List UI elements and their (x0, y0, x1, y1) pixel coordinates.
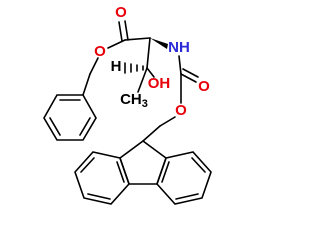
atom-label: O (115, 4, 127, 21)
bond (107, 39, 126, 49)
atom-label: O (198, 78, 210, 95)
atom-label: CH (120, 91, 142, 108)
bond (80, 157, 95, 173)
atom-label: O (94, 43, 106, 60)
bond (146, 67, 155, 78)
benzene-ring (74, 151, 130, 205)
atom-label: O (175, 102, 187, 119)
bond (49, 117, 61, 136)
atom-label: CH3 (120, 91, 148, 110)
atom-subscript: 3 (142, 98, 148, 110)
atom-label: NH (168, 39, 190, 56)
bond (137, 67, 148, 93)
bond (178, 55, 182, 75)
bond (175, 193, 199, 200)
bond (89, 57, 99, 75)
bond (180, 73, 197, 83)
bond (142, 125, 161, 142)
bond (161, 161, 170, 183)
bond (146, 37, 151, 69)
bond (124, 37, 151, 41)
benzene-ring (156, 151, 212, 205)
wedge-bond (150, 38, 168, 49)
benzene-ring (43, 94, 97, 141)
atom-label: OH (148, 75, 171, 92)
bonds (43, 20, 212, 205)
bond (159, 116, 176, 127)
bond (87, 193, 111, 200)
atom-label: H (111, 58, 122, 75)
hashed-bond (124, 62, 144, 74)
bond (182, 68, 199, 78)
five-ring (119, 140, 167, 185)
bond (116, 161, 125, 183)
atom-labels: O O NH H OH CH3 O O (94, 4, 210, 119)
bond (82, 73, 91, 96)
bond (118, 21, 123, 42)
bond (124, 20, 129, 41)
structure-diagram: O O NH H OH CH3 O O (43, 4, 212, 205)
bond (191, 157, 206, 173)
bond (79, 117, 91, 136)
